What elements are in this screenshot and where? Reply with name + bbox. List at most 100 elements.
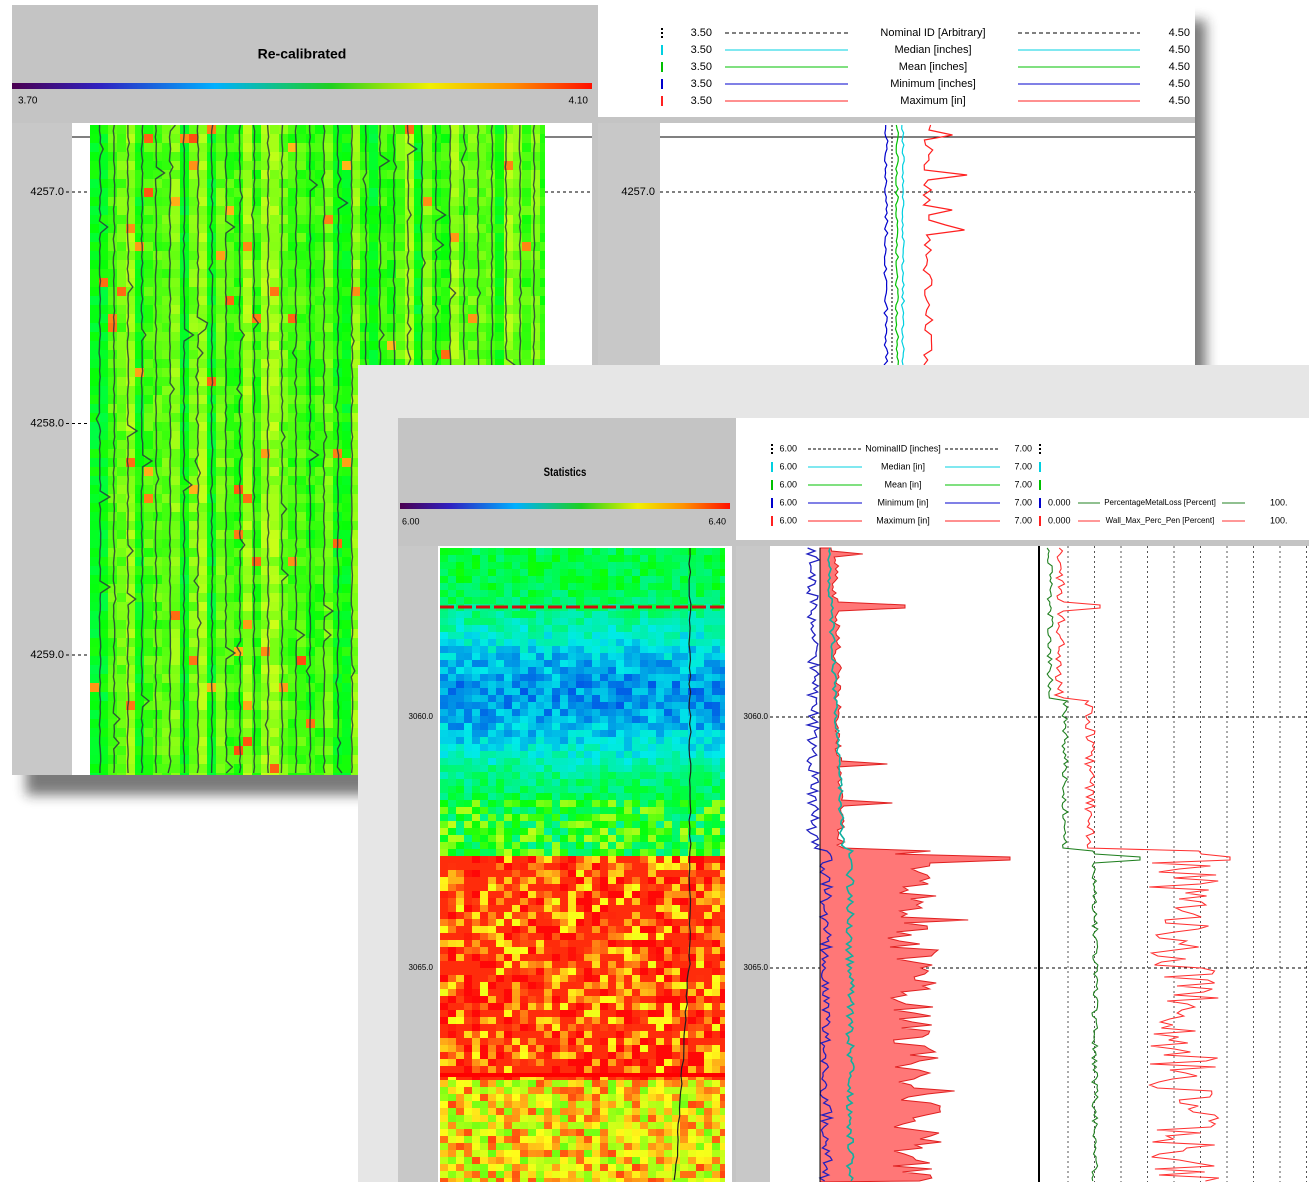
heat-cell — [90, 143, 100, 153]
heat-cell — [480, 569, 489, 577]
heat-cell — [153, 638, 163, 648]
heat-cell — [448, 870, 457, 878]
heat-cell — [252, 458, 262, 468]
heat-cell — [351, 548, 361, 558]
heat-cell — [315, 233, 325, 243]
heat-cell — [261, 431, 271, 441]
heat-cell — [126, 692, 136, 702]
heat-cell — [315, 215, 325, 225]
heat-cell — [488, 597, 497, 605]
heat-cell — [189, 746, 199, 756]
heat-cell — [496, 737, 505, 745]
heat-cell — [216, 530, 226, 540]
heat-cell — [477, 233, 487, 243]
heat-cell — [520, 996, 529, 1004]
heat-cell — [153, 773, 163, 775]
heat-cell — [297, 611, 307, 621]
heat-cell — [387, 197, 397, 207]
heat-cell — [225, 494, 235, 504]
heat-cell — [528, 1115, 537, 1123]
heat-cell — [279, 539, 289, 549]
heat-cell — [464, 548, 473, 556]
heat-cell — [99, 584, 109, 594]
heat-cell — [456, 898, 465, 906]
heat-cell — [504, 954, 513, 962]
heat-cell — [464, 870, 473, 878]
heat-cell — [261, 296, 271, 306]
heat-cell — [261, 143, 271, 153]
heat-cell — [117, 188, 127, 198]
heat-cell — [528, 898, 537, 906]
heat-cell — [324, 719, 334, 729]
heat-cell — [261, 395, 271, 405]
heat-cell — [126, 467, 136, 477]
heat-cell — [261, 251, 271, 261]
heat-cell — [464, 828, 473, 836]
heat-cell — [536, 835, 545, 843]
heat-cell — [441, 197, 451, 207]
heat-cell — [504, 800, 513, 808]
heat-cell — [512, 737, 521, 745]
heat-cell — [448, 590, 457, 598]
heat-cell — [488, 919, 497, 927]
heat-cell — [528, 562, 537, 570]
heat-cell — [306, 314, 316, 324]
heat-cell — [144, 440, 154, 450]
heat-cell — [396, 296, 406, 306]
heat-cell — [528, 828, 537, 836]
heat-cell — [279, 458, 289, 468]
heat-cell — [315, 404, 325, 414]
heat-cell — [440, 954, 449, 962]
heat-cell — [324, 332, 334, 342]
heat-cell — [512, 1052, 521, 1060]
heat-cell — [144, 512, 154, 522]
heat-cell — [540, 215, 545, 225]
heat-cell — [108, 503, 118, 513]
heat-cell — [216, 629, 226, 639]
heat-cell — [472, 828, 481, 836]
heat-cell — [90, 251, 100, 261]
heat-cell — [477, 350, 487, 360]
heat-cell — [135, 539, 145, 549]
heat-cell — [99, 701, 109, 711]
heat-cell — [528, 737, 537, 745]
heat-cell — [342, 287, 352, 297]
heat-cell — [477, 215, 487, 225]
heat-cell — [448, 982, 457, 990]
heat-cell — [261, 224, 271, 234]
heat-cell — [180, 602, 190, 612]
heat-cell — [472, 555, 481, 563]
heat-cell — [540, 143, 545, 153]
heat-cell — [504, 555, 513, 563]
heat-cell — [448, 779, 457, 787]
heat-cell — [513, 170, 523, 180]
heat-cell — [351, 215, 361, 225]
heat-cell — [306, 593, 316, 603]
heat-cell — [207, 377, 217, 387]
heat-cell — [512, 877, 521, 885]
heat-cell — [464, 611, 473, 619]
heat-cell — [99, 449, 109, 459]
heat-cell — [144, 647, 154, 657]
heat-cell — [297, 566, 307, 576]
heat-cell — [180, 746, 190, 756]
heat-cell — [126, 341, 136, 351]
heat-cell — [472, 744, 481, 752]
heat-cell — [531, 296, 541, 306]
heat-cell — [333, 683, 343, 693]
heat-cell — [440, 933, 449, 941]
heat-cell — [480, 1157, 489, 1165]
heat-cell — [144, 143, 154, 153]
heat-cell — [536, 933, 545, 941]
heat-cell — [324, 665, 334, 675]
heat-cell — [297, 521, 307, 531]
heat-cell — [342, 611, 352, 621]
heat-cell — [324, 449, 334, 459]
heat-cell — [198, 152, 208, 162]
divider — [732, 418, 736, 1182]
heat-cell — [99, 539, 109, 549]
heat-cell — [288, 152, 298, 162]
heat-cell — [496, 569, 505, 577]
heat-cell — [488, 863, 497, 871]
heat-cell — [297, 170, 307, 180]
